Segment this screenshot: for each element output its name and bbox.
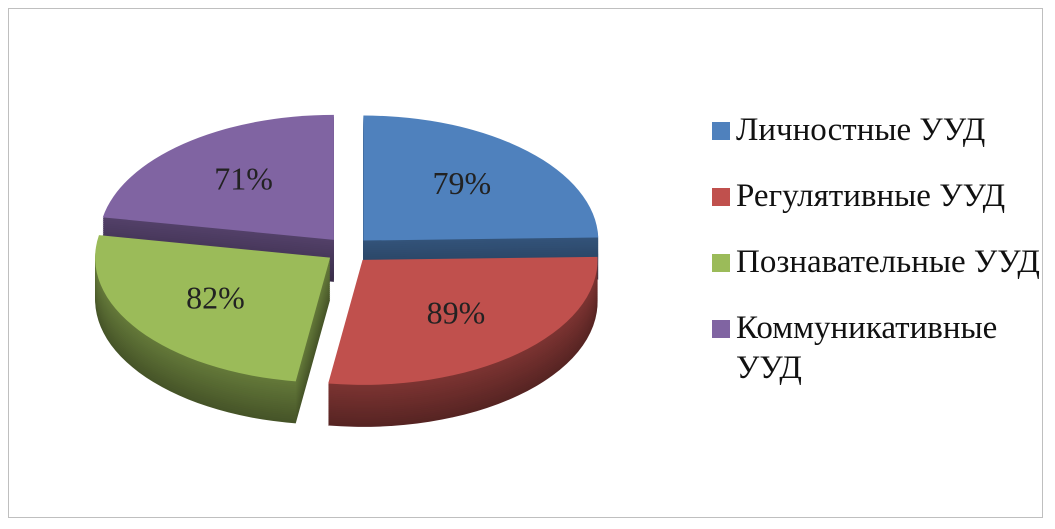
- legend-item: Познавательные УУД: [712, 242, 1042, 282]
- slice: [102, 114, 334, 240]
- legend-swatch: [712, 254, 730, 272]
- slice-group: 82%: [95, 235, 331, 424]
- data-label: 79%: [433, 165, 492, 201]
- legend-label: Познавательные УУД: [736, 244, 1040, 280]
- slice-group: 79%: [363, 115, 599, 283]
- slice: [95, 235, 331, 382]
- legend-swatch: [712, 320, 730, 338]
- slice-group: 71%: [102, 114, 334, 282]
- legend-label: Личностные УУД: [736, 112, 986, 148]
- data-label: 71%: [214, 161, 273, 197]
- data-label: 89%: [427, 294, 486, 330]
- legend-item: Коммуникативные УУД: [712, 308, 1042, 388]
- slice-group: 89%: [328, 256, 598, 427]
- legend-label: Регулятивные УУД: [736, 178, 1006, 214]
- legend: Личностные УУД Регулятивные УУД Познавател…: [712, 110, 1042, 414]
- legend-item: Регулятивные УУД: [712, 176, 1042, 216]
- legend-swatch: [712, 122, 730, 140]
- chart-frame: [8, 8, 1043, 518]
- legend-label: Коммуникативные УУД: [736, 310, 998, 386]
- slice: [363, 115, 599, 241]
- legend-item: Личностные УУД: [712, 110, 1042, 150]
- legend-swatch: [712, 188, 730, 206]
- slice: [328, 256, 598, 385]
- data-label: 82%: [186, 280, 245, 316]
